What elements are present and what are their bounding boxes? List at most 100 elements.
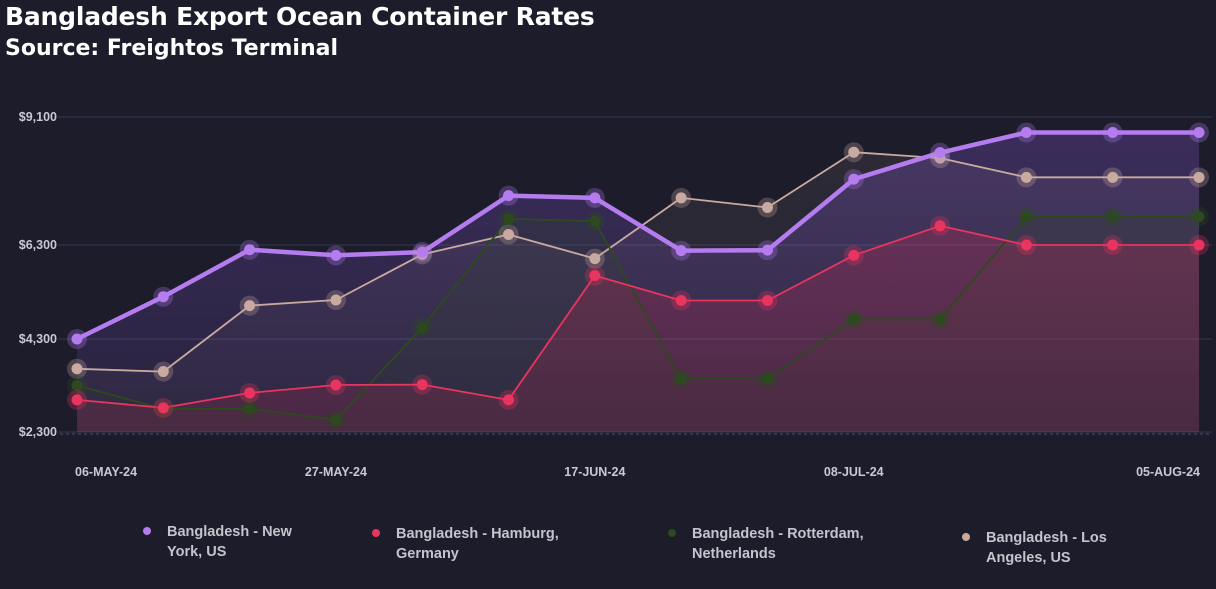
area-hamburg bbox=[77, 225, 1199, 432]
point-new-york bbox=[153, 286, 174, 307]
point-marker bbox=[503, 394, 515, 406]
legend-item-los-angeles[interactable]: Bangladesh - Los Angeles, US bbox=[962, 528, 1107, 568]
point-marker bbox=[848, 173, 860, 185]
y-axis-ticks: $2,300 $4,300 $6,300 $9,100 bbox=[19, 110, 57, 439]
x-axis-ticks: 06-MAY-24 27-MAY-24 17-JUN-24 08-JUL-24 05-A… bbox=[75, 465, 1200, 479]
point-marker bbox=[330, 379, 342, 391]
point-new-york bbox=[1102, 122, 1123, 143]
y-tick-label: $2,300 bbox=[19, 425, 57, 439]
point-hamburg bbox=[153, 397, 174, 418]
point-marker bbox=[416, 322, 428, 334]
point-new-york bbox=[1016, 122, 1037, 143]
point-marker bbox=[416, 246, 428, 258]
point-hamburg bbox=[1016, 235, 1037, 255]
point-los-angeles bbox=[1016, 167, 1037, 188]
point-marker bbox=[1193, 171, 1205, 183]
point-marker bbox=[1107, 211, 1119, 223]
point-rotterdam bbox=[1102, 206, 1123, 227]
point-marker bbox=[1020, 239, 1032, 251]
legend-marker-icon bbox=[668, 529, 676, 537]
point-marker bbox=[416, 379, 428, 391]
point-los-angeles bbox=[757, 197, 778, 218]
point-los-angeles bbox=[153, 361, 174, 382]
point-marker bbox=[675, 192, 687, 204]
series-points bbox=[67, 122, 1209, 430]
point-new-york bbox=[584, 187, 605, 208]
point-hamburg bbox=[930, 215, 951, 236]
line-hamburg bbox=[76, 224, 1200, 409]
point-new-york bbox=[1189, 122, 1209, 143]
legend-label: Bangladesh - Rotterdam, Netherlands bbox=[692, 524, 864, 564]
point-marker bbox=[244, 244, 256, 256]
point-marker bbox=[503, 213, 515, 225]
point-marker bbox=[503, 190, 515, 202]
legend-label-line: York, US bbox=[167, 544, 227, 560]
point-marker bbox=[589, 192, 601, 204]
point-los-angeles bbox=[498, 224, 519, 245]
point-marker bbox=[589, 253, 601, 265]
legend-item-hamburg[interactable]: Bangladesh - Hamburg, Germany bbox=[372, 524, 559, 564]
chart-title: Bangladesh Export Ocean Container Rates bbox=[5, 2, 595, 31]
point-marker bbox=[1020, 127, 1032, 139]
y-tick-label: $9,100 bbox=[19, 110, 57, 124]
point-marker bbox=[244, 387, 256, 399]
point-new-york bbox=[843, 169, 864, 190]
point-new-york bbox=[239, 239, 260, 260]
legend-label: Bangladesh - New York, US bbox=[167, 522, 292, 562]
legend-label-line: Angeles, US bbox=[986, 550, 1071, 566]
legend-label: Bangladesh - Los Angeles, US bbox=[986, 528, 1107, 568]
line-new-york bbox=[74, 130, 1202, 342]
series-areas bbox=[77, 132, 1199, 432]
point-rotterdam bbox=[1189, 206, 1209, 227]
point-new-york bbox=[67, 329, 87, 349]
point-los-angeles bbox=[584, 248, 605, 269]
legend-label-line: Bangladesh - Los bbox=[986, 530, 1107, 546]
point-hamburg bbox=[671, 290, 692, 311]
point-marker bbox=[589, 270, 601, 282]
point-marker bbox=[71, 333, 83, 345]
point-marker bbox=[503, 228, 515, 240]
point-rotterdam bbox=[412, 317, 433, 338]
point-hamburg bbox=[239, 382, 260, 403]
legend-item-rotterdam[interactable]: Bangladesh - Rotterdam, Netherlands bbox=[668, 524, 864, 564]
legend-label: Bangladesh - Hamburg, Germany bbox=[396, 524, 559, 564]
point-marker bbox=[1107, 171, 1119, 183]
legend-marker-icon bbox=[143, 527, 151, 535]
point-new-york bbox=[930, 142, 951, 163]
point-rotterdam bbox=[671, 368, 692, 389]
legend-label-line: Bangladesh - Hamburg, bbox=[396, 526, 559, 542]
point-marker bbox=[330, 294, 342, 306]
point-marker bbox=[761, 202, 773, 214]
legend-label-line: Netherlands bbox=[692, 546, 776, 562]
point-los-angeles bbox=[239, 295, 260, 316]
line-los-angeles bbox=[76, 151, 1200, 373]
y-tick-label: $6,300 bbox=[19, 238, 57, 252]
point-rotterdam bbox=[67, 375, 87, 396]
point-marker bbox=[157, 366, 169, 378]
point-rotterdam bbox=[325, 409, 346, 430]
point-marker bbox=[1020, 171, 1032, 183]
legend-label-line: Bangladesh - New bbox=[167, 524, 292, 540]
point-new-york bbox=[498, 185, 519, 206]
point-marker bbox=[589, 215, 601, 227]
point-rotterdam bbox=[584, 211, 605, 232]
legend-label-line: Germany bbox=[396, 546, 459, 562]
chart-subtitle: Source: Freightos Terminal bbox=[5, 36, 338, 61]
point-marker bbox=[1193, 211, 1205, 223]
x-tick-label: 08-JUL-24 bbox=[824, 465, 884, 479]
point-marker bbox=[848, 249, 860, 261]
point-marker bbox=[1107, 239, 1119, 251]
point-marker bbox=[934, 220, 946, 232]
legend-item-new-york[interactable]: Bangladesh - New York, US bbox=[143, 522, 292, 562]
point-los-angeles bbox=[1189, 167, 1209, 188]
point-marker bbox=[244, 300, 256, 312]
point-marker bbox=[71, 394, 83, 406]
point-marker bbox=[934, 313, 946, 325]
point-hamburg bbox=[412, 374, 433, 395]
point-marker bbox=[675, 245, 687, 257]
point-new-york bbox=[671, 240, 692, 261]
point-hamburg bbox=[584, 265, 605, 286]
point-new-york bbox=[412, 242, 433, 263]
point-marker bbox=[157, 291, 169, 303]
